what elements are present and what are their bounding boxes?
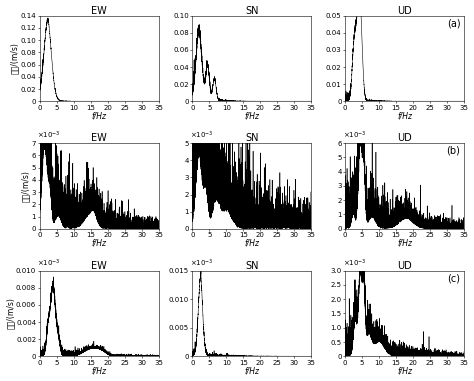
Title: UD: UD [397,6,412,16]
X-axis label: f/Hz: f/Hz [91,111,107,120]
Title: UD: UD [397,133,412,143]
X-axis label: f/Hz: f/Hz [91,367,107,375]
X-axis label: f/Hz: f/Hz [91,239,107,248]
Text: $\times10^{-3}$: $\times10^{-3}$ [190,258,214,269]
Y-axis label: 幅値/(m/s): 幅値/(m/s) [10,43,19,74]
Y-axis label: 幅値/(m/s): 幅値/(m/s) [6,298,15,330]
X-axis label: f/Hz: f/Hz [397,239,412,248]
Text: (c): (c) [447,273,460,283]
Title: EW: EW [91,6,107,16]
Title: EW: EW [91,261,107,271]
Text: $\times10^{-3}$: $\times10^{-3}$ [37,258,61,269]
X-axis label: f/Hz: f/Hz [244,111,259,120]
X-axis label: f/Hz: f/Hz [397,111,412,120]
Title: EW: EW [91,133,107,143]
Y-axis label: 幅値/(m/s): 幅値/(m/s) [21,170,30,202]
Title: SN: SN [245,261,259,271]
X-axis label: f/Hz: f/Hz [244,239,259,248]
Text: $\times10^{-3}$: $\times10^{-3}$ [37,130,61,141]
Text: $\times10^{-3}$: $\times10^{-3}$ [190,130,214,141]
Text: $\times10^{-3}$: $\times10^{-3}$ [343,130,366,141]
Text: (a): (a) [447,18,460,28]
Title: SN: SN [245,133,259,143]
X-axis label: f/Hz: f/Hz [244,367,259,375]
X-axis label: f/Hz: f/Hz [397,367,412,375]
Text: (b): (b) [447,146,460,156]
Title: UD: UD [397,261,412,271]
Text: $\times10^{-3}$: $\times10^{-3}$ [343,258,366,269]
Title: SN: SN [245,6,259,16]
